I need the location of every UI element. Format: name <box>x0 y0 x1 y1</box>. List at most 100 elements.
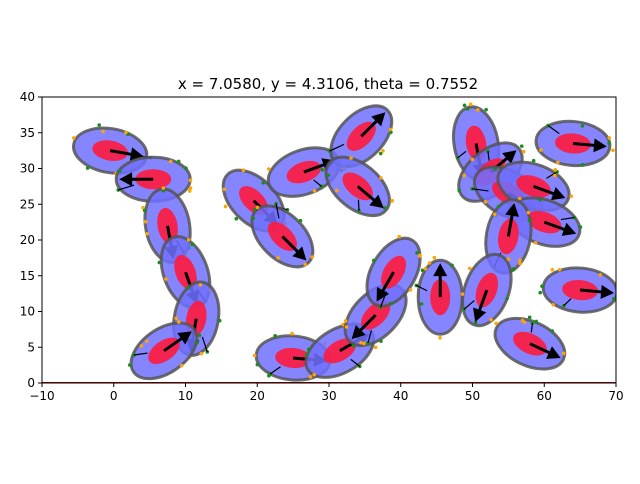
marker-dot <box>553 168 558 172</box>
marker-dot <box>223 204 228 209</box>
marker-dot <box>161 186 166 190</box>
connector-line <box>463 300 475 310</box>
marker-dot <box>127 363 132 367</box>
marker-dot <box>344 325 349 329</box>
direction-arrow-head <box>561 222 577 236</box>
marker-dot <box>186 238 191 242</box>
connector-line <box>563 298 572 307</box>
marker-dot <box>359 340 363 345</box>
marker-dot <box>85 166 90 170</box>
marker-dot <box>578 225 583 229</box>
marker-dot <box>97 123 101 127</box>
marker-dot <box>117 169 122 173</box>
object-14 <box>365 234 422 310</box>
marker-dot <box>527 218 532 223</box>
marker-dot <box>496 204 501 209</box>
marker-dot <box>389 130 393 135</box>
marker-dot <box>533 240 538 245</box>
direction-arrow-head <box>292 246 307 261</box>
marker-dot <box>438 335 442 340</box>
marker-dot <box>184 166 188 170</box>
marker-dot <box>139 344 144 348</box>
y-tick-label: 30 <box>20 162 35 176</box>
x-tick-label: 20 <box>250 389 265 403</box>
marker-dot <box>506 257 511 261</box>
marker-dot <box>517 196 522 201</box>
x-tick-label: 70 <box>608 389 623 403</box>
marker-dot <box>538 290 543 295</box>
marker-dot <box>526 210 531 215</box>
object-23 <box>493 315 567 371</box>
connector-line <box>457 150 467 159</box>
marker-dot <box>520 318 525 323</box>
marker-dot <box>161 188 166 193</box>
marker-dot <box>580 163 585 167</box>
x-tick-label: −10 <box>29 389 54 403</box>
direction-arrow-head <box>369 194 384 209</box>
marker-dot <box>190 242 195 247</box>
marker-dot <box>255 205 260 210</box>
direction-arrow-head <box>177 331 192 345</box>
marker-dot <box>310 255 314 259</box>
marker-dot <box>457 188 462 193</box>
marker-dot <box>145 231 149 236</box>
marker-dot <box>362 341 366 346</box>
connector-line <box>357 199 360 211</box>
marker-dot <box>234 216 239 221</box>
x-tick-label: 0 <box>110 389 118 403</box>
marker-dot <box>476 108 480 112</box>
direction-arrow-shaft <box>529 342 553 356</box>
marker-dot <box>267 373 271 378</box>
marker-dot <box>381 149 385 153</box>
marker-dot <box>304 352 309 357</box>
marker-dot <box>187 189 192 193</box>
marker-dot <box>538 198 542 202</box>
marker-dot <box>494 321 498 326</box>
object-25 <box>538 266 616 314</box>
marker-dot <box>157 260 162 265</box>
y-tick-label: 20 <box>20 233 35 247</box>
marker-dot <box>534 319 539 324</box>
marker-dot <box>176 159 181 164</box>
object-10 <box>320 155 394 218</box>
connector-line <box>269 366 281 375</box>
marker-dot <box>198 283 203 287</box>
object-22 <box>460 252 515 328</box>
marker-dot <box>378 151 383 156</box>
direction-arrow-head <box>600 284 614 299</box>
marker-dot <box>611 148 615 153</box>
object-5 <box>127 320 202 381</box>
marker-dot <box>450 263 454 268</box>
marker-dot <box>179 363 184 368</box>
object-8 <box>266 146 344 198</box>
marker-dot <box>550 329 555 333</box>
marker-dot <box>550 267 555 272</box>
direction-arrow-head <box>473 307 487 322</box>
marker-dot <box>468 102 473 107</box>
object-19 <box>496 158 574 215</box>
marker-dot <box>276 256 280 260</box>
marker-dot <box>598 273 603 277</box>
direction-arrow-head <box>502 150 517 164</box>
connector-line <box>118 184 135 191</box>
marker-dot <box>298 218 303 223</box>
marker-dot <box>306 347 311 352</box>
marker-dot <box>420 268 425 273</box>
marker-dot <box>379 339 383 343</box>
direction-arrow-head <box>505 202 519 217</box>
marker-dot <box>465 107 470 111</box>
direction-arrow-shaft <box>360 117 380 138</box>
marker-dot <box>101 129 105 134</box>
x-tick-label: 60 <box>537 389 552 403</box>
marker-dot <box>290 331 294 336</box>
marker-dot <box>274 201 278 206</box>
marker-dot <box>334 188 339 193</box>
direction-arrow-shaft <box>109 149 135 157</box>
marker-dot <box>177 320 181 324</box>
direction-arrow-head <box>129 147 144 162</box>
marker-dot <box>388 301 393 306</box>
marker-dot <box>493 167 498 172</box>
marker-dot <box>303 262 307 267</box>
marker-dot <box>418 253 422 258</box>
object-9 <box>327 104 394 171</box>
